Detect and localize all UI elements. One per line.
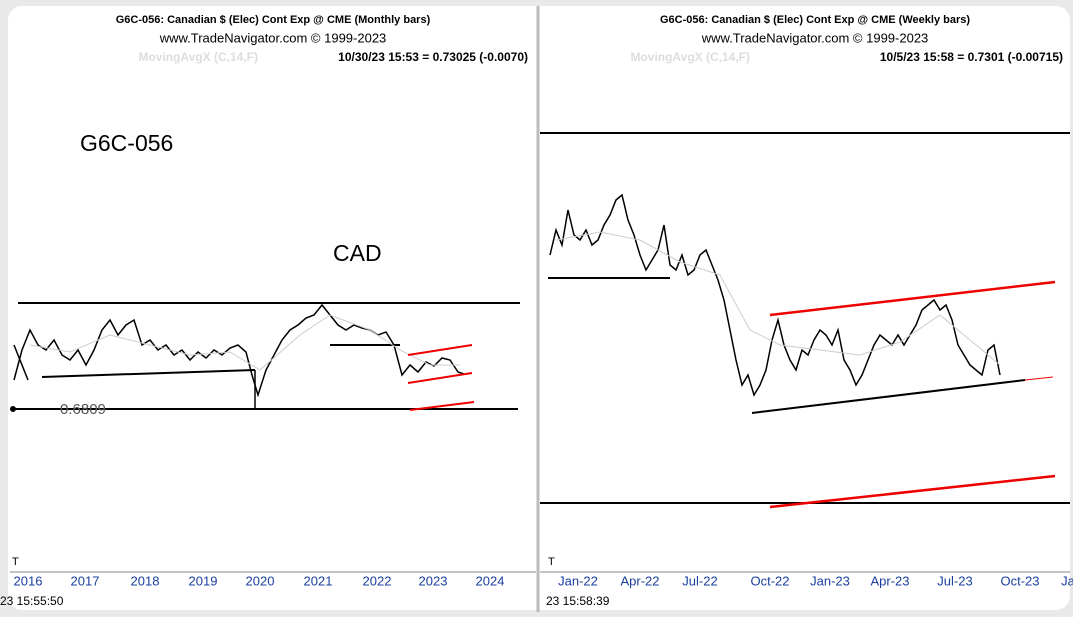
x-tick-label: Jan-23 (810, 573, 850, 588)
x-tick-label: 2021 (304, 573, 333, 588)
source: www.TradeNavigator.com © 1999-2023 (701, 30, 929, 45)
symbol-label: G6C-056 (80, 130, 173, 156)
x-tick-label: 2018 (131, 573, 160, 588)
x-tick-label: 2016 (14, 573, 43, 588)
x-tick-label: 2024 (476, 573, 505, 588)
indicator: MovingAvgX (C,14,F) (630, 50, 750, 64)
readout: 10/30/23 15:53 = 0.73025 (-0.0070) (338, 50, 528, 64)
x-tick-label: Ja (1061, 573, 1073, 588)
currency-label: CAD (333, 240, 382, 266)
chart-title: G6C-056: Canadian $ (Elec) Cont Exp @ CM… (116, 14, 431, 26)
x-tick-label: Jul-22 (682, 573, 717, 588)
right-plot (540, 132, 1070, 509)
left-plot (10, 302, 520, 412)
x-tick-label: 2019 (189, 573, 218, 588)
marker: T (548, 556, 555, 568)
chart-title: G6C-056: Canadian $ (Elec) Cont Exp @ CM… (660, 14, 970, 26)
x-tick-label: Jan-22 (558, 573, 598, 588)
x-tick-label: 2017 (71, 573, 100, 588)
x-tick-label: 2023 (419, 573, 448, 588)
x-tick-label: Oct-23 (1000, 573, 1039, 588)
x-tick-label: Jul-23 (937, 573, 972, 588)
x-tick-label: Apr-23 (870, 573, 909, 588)
indicator: MovingAvgX (C,14,F) (138, 50, 258, 64)
source: www.TradeNavigator.com © 1999-2023 (159, 30, 387, 45)
level-label: 0.6809 (60, 401, 106, 418)
x-tick-label: 2022 (363, 573, 392, 588)
timestamp: 23 15:55:50 (0, 594, 64, 608)
readout: 10/5/23 15:58 = 0.7301 (-0.00715) (880, 50, 1063, 64)
x-tick-label: Apr-22 (620, 573, 659, 588)
x-tick-label: Oct-22 (750, 573, 789, 588)
x-tick-label: 2020 (246, 573, 275, 588)
marker: T (12, 556, 19, 568)
timestamp: 23 15:58:39 (546, 594, 610, 608)
